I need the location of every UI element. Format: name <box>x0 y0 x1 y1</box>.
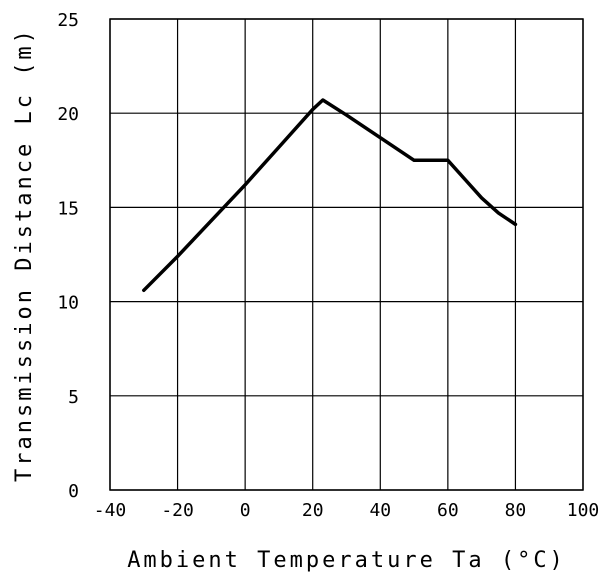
y-tick-label: 5 <box>68 387 79 408</box>
x-tick-label: 60 <box>437 500 459 521</box>
tick-label-layer: -40 -20 0 20 40 60 80 100 0 5 10 15 20 25 <box>57 10 599 521</box>
x-tick-label: 100 <box>567 500 600 521</box>
x-tick-label: 80 <box>505 500 527 521</box>
x-axis-title: Ambient Temperature Ta (°C) <box>127 548 566 573</box>
x-tick-label: -20 <box>161 500 194 521</box>
series-layer <box>142 98 518 293</box>
x-tick-label: 20 <box>302 500 324 521</box>
y-tick-label: 20 <box>57 104 79 125</box>
y-tick-label: 0 <box>68 481 79 502</box>
y-axis-title: Transmission Distance Lc (m) <box>12 27 37 482</box>
y-tick-label: 25 <box>57 10 79 31</box>
series-line <box>142 98 518 293</box>
x-tick-label: -40 <box>94 500 127 521</box>
plot-frame <box>109 18 584 491</box>
x-tick-label: 0 <box>240 500 251 521</box>
y-tick-label: 15 <box>57 198 79 219</box>
x-tick-label: 40 <box>369 500 391 521</box>
y-tick-label: 10 <box>57 293 79 314</box>
